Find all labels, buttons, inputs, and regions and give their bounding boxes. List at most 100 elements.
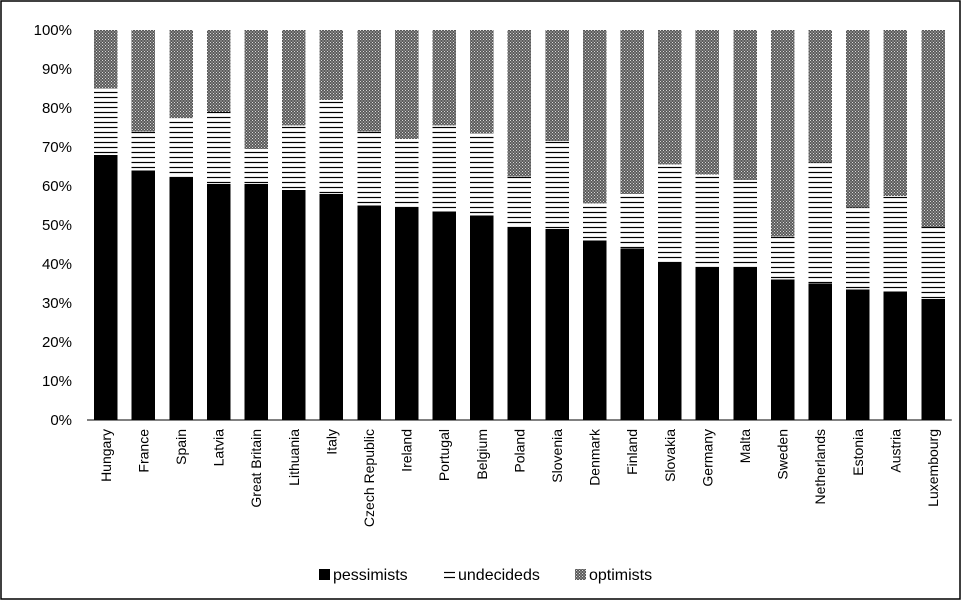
bar-optimists-denmark: [582, 30, 607, 204]
bar-undecideds-portugal: [432, 125, 456, 212]
y-tick-label: 100%: [34, 22, 72, 39]
x-category-label: Italy: [323, 429, 339, 455]
bar-pessimists-belgium: [470, 215, 494, 420]
bar-optimists-great-britain: [244, 30, 268, 149]
bar-pessimists-ireland: [394, 207, 419, 420]
x-category-label: France: [135, 429, 151, 473]
bar-pessimists-luxembourg: [921, 299, 945, 420]
bar-undecideds-germany: [695, 174, 720, 268]
x-category-label: Austria: [887, 429, 903, 473]
bar-pessimists-spain: [169, 178, 193, 420]
bar-pessimists-sweden: [770, 279, 795, 420]
bar-optimists-portugal: [432, 30, 456, 126]
bar-optimists-hungary: [94, 30, 118, 89]
x-category-label: Finland: [624, 429, 640, 475]
y-tick-label: 90%: [42, 61, 72, 78]
bar-optimists-spain: [169, 30, 193, 118]
bar-undecideds-spain: [169, 117, 193, 179]
legend-label-undecideds: undecideds: [458, 567, 540, 584]
legend-swatch-pessimists: [319, 569, 330, 580]
bar-optimists-poland: [507, 30, 532, 177]
bar-pessimists-malta: [733, 267, 757, 420]
x-category-label: Netherlands: [812, 429, 828, 505]
bar-pessimists-czech-republic: [357, 205, 381, 420]
bar-optimists-germany: [695, 30, 720, 175]
bar-optimists-france: [131, 30, 156, 132]
x-category-label: Germany: [699, 429, 715, 487]
bar-pessimists-slovenia: [545, 228, 569, 420]
x-category-label: Slovenia: [549, 429, 565, 483]
bar-undecideds-slovenia: [545, 141, 569, 229]
bar-pessimists-poland: [507, 226, 532, 420]
bar-optimists-finland: [620, 30, 644, 194]
bar-pessimists-slovakia: [658, 262, 682, 420]
bar-undecideds-netherlands: [808, 162, 832, 284]
y-tick-label: 80%: [42, 100, 72, 117]
y-tick-label: 70%: [42, 139, 72, 156]
bar-pessimists-lithuania: [282, 189, 306, 420]
y-axis-tick-labels: 0% 10% 20% 30% 40% 50% 60% 70% 80% 90% 100%: [34, 22, 72, 429]
legend-swatch-optimists: [575, 569, 586, 580]
bar-undecideds-estonia: [846, 207, 870, 290]
bar-pessimists-denmark: [582, 240, 607, 420]
y-tick-label: 40%: [42, 256, 72, 273]
y-tick-label: 10%: [42, 373, 72, 390]
x-category-label: Slovakia: [662, 429, 678, 482]
x-category-label: Luxembourg: [925, 429, 941, 507]
bar-pessimists-finland: [620, 248, 644, 420]
bar-optimists-slovakia: [658, 30, 682, 165]
y-tick-label: 60%: [42, 178, 72, 195]
bar-optimists-belgium: [470, 30, 494, 134]
x-category-label: Czech Republic: [361, 429, 377, 527]
bar-optimists-luxembourg: [921, 30, 945, 227]
y-tick-label: 50%: [42, 217, 72, 234]
bar-undecideds-france: [131, 131, 156, 171]
bar-undecideds-lithuania: [282, 125, 306, 190]
bar-pessimists-france: [131, 170, 156, 420]
bar-undecideds-czech-republic: [357, 131, 381, 206]
x-category-label: Poland: [511, 429, 527, 473]
bar-undecideds-great-britain: [244, 148, 268, 185]
bar-pessimists-estonia: [846, 289, 870, 420]
bar-undecideds-sweden: [770, 236, 795, 280]
bar-optimists-czech-republic: [357, 30, 381, 132]
bar-pessimists-hungary: [94, 154, 118, 421]
x-category-label: Belgium: [474, 429, 490, 480]
bar-optimists-slovenia: [545, 30, 569, 142]
bar-undecideds-ireland: [394, 139, 419, 208]
legend-label-optimists: optimists: [589, 567, 652, 584]
bar-optimists-ireland: [394, 30, 419, 140]
legend-label-pessimists: pessimists: [333, 567, 408, 584]
x-category-label: Ireland: [399, 429, 415, 472]
bar-undecideds-finland: [620, 193, 644, 249]
bar-undecideds-belgium: [470, 133, 494, 216]
bar-undecideds-italy: [319, 100, 344, 194]
x-category-label: Great Britain: [248, 429, 264, 508]
y-tick-label: 30%: [42, 295, 72, 312]
x-category-label: Sweden: [775, 429, 791, 480]
bar-optimists-austria: [883, 30, 908, 196]
bar-pessimists-austria: [883, 291, 908, 420]
x-category-label: Portugal: [436, 429, 452, 481]
bar-optimists-italy: [319, 30, 344, 101]
legend: pessimists undecideds optimists: [319, 567, 652, 584]
bar-pessimists-latvia: [206, 184, 231, 420]
bar-optimists-netherlands: [808, 30, 832, 163]
x-category-label: Malta: [737, 429, 753, 463]
bar-undecideds-denmark: [582, 203, 607, 241]
bar-optimists-latvia: [206, 30, 231, 112]
bar-optimists-sweden: [770, 30, 795, 237]
x-category-label: Lithuania: [286, 429, 302, 486]
x-category-label: Hungary: [98, 429, 114, 482]
x-category-label: Denmark: [587, 428, 603, 486]
bar-pessimists-germany: [695, 267, 720, 420]
bars-group: [94, 30, 945, 421]
bar-pessimists-italy: [319, 193, 344, 420]
bar-undecideds-slovakia: [658, 164, 682, 263]
bar-optimists-malta: [733, 30, 757, 181]
bar-undecideds-latvia: [206, 111, 231, 185]
bar-optimists-estonia: [846, 30, 870, 208]
x-axis-category-labels: Hungary France Spain Latvia Great Britain Lit…: [98, 428, 941, 527]
